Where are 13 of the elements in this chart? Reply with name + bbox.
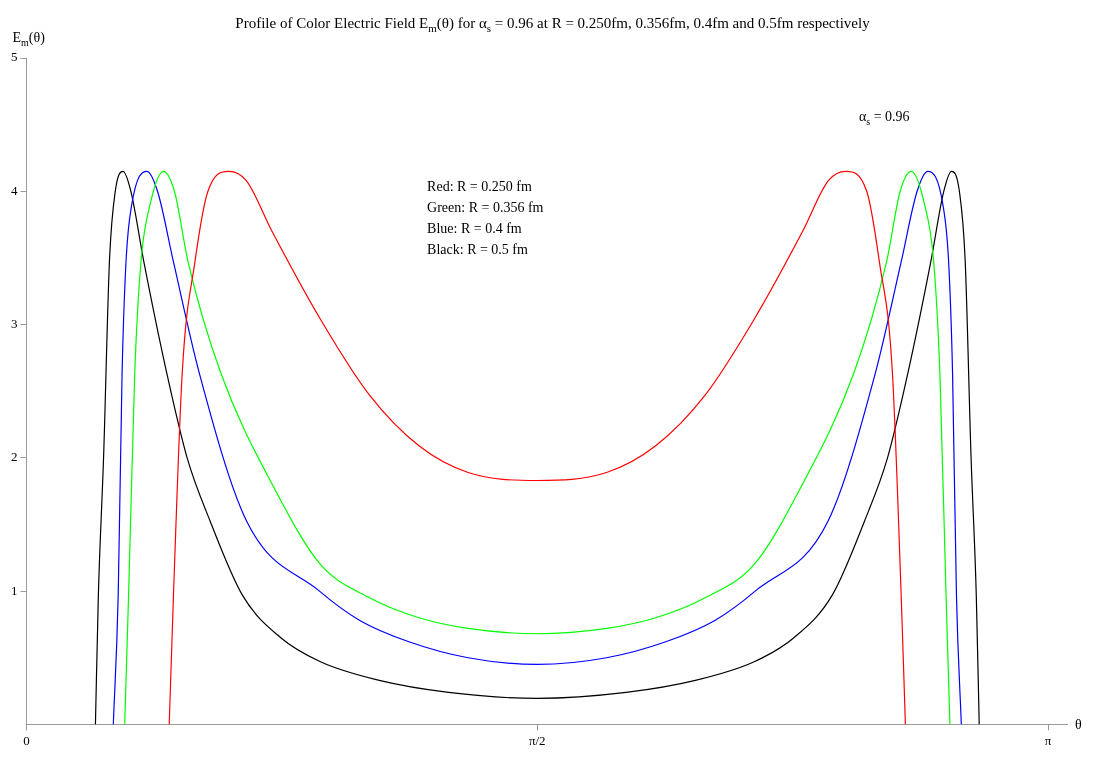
annotation: Green: R = 0.356 fm bbox=[427, 200, 544, 216]
x-tick-label: 0 bbox=[23, 732, 30, 748]
x-tick-label: π/2 bbox=[528, 732, 546, 748]
y-tick-label: 1 bbox=[11, 582, 18, 598]
y-tick-label: 4 bbox=[11, 182, 18, 198]
x-tick-label: π bbox=[1044, 732, 1052, 748]
annotation: Black: R = 0.5 fm bbox=[427, 242, 529, 258]
x-axis-title: θ bbox=[1075, 717, 1082, 733]
y-tick-label: 2 bbox=[11, 449, 18, 465]
y-tick-label: 5 bbox=[11, 49, 18, 65]
annotation: Blue: R = 0.4 fm bbox=[427, 221, 522, 237]
y-tick-label: 3 bbox=[11, 315, 18, 331]
annotation: Red: R = 0.250 fm bbox=[427, 179, 532, 195]
